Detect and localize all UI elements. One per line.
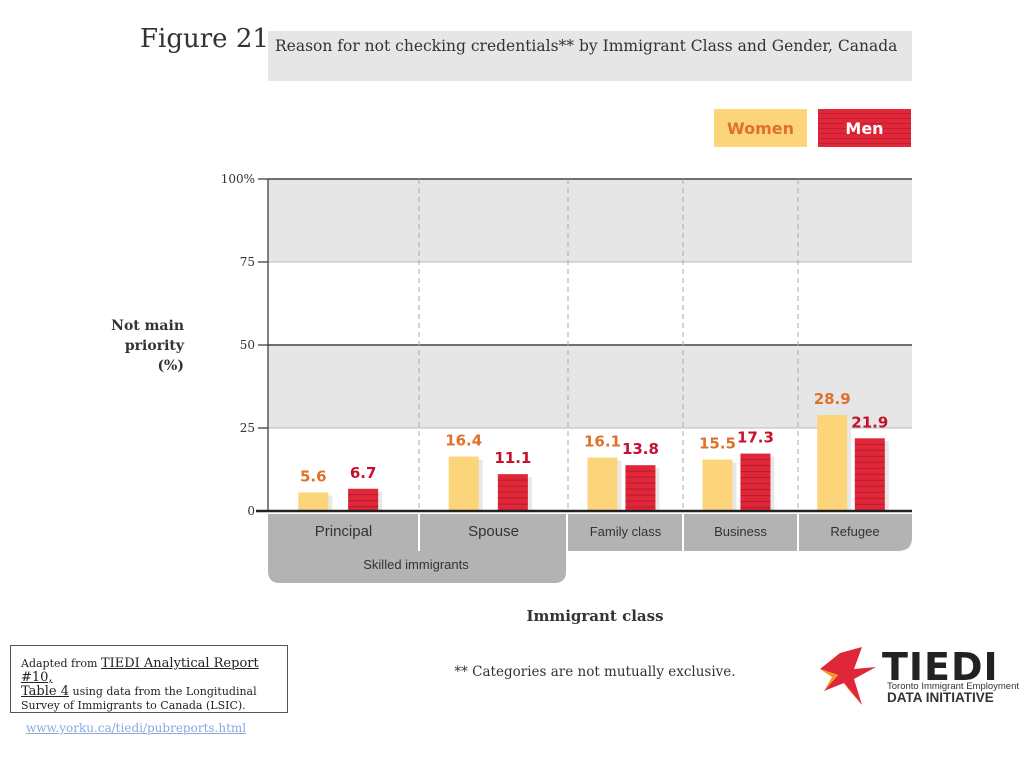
logo-tagline-1: Toronto Immigrant Employment [887, 681, 1019, 692]
category-label: Family class [590, 524, 662, 539]
footnote: ** Categories are not mutually exclusive… [454, 664, 736, 680]
grid-band-25-50 [268, 345, 912, 428]
bar-women [817, 415, 848, 511]
group-box-skilled [268, 514, 566, 583]
source-prefix: Adapted from [21, 657, 101, 670]
category-label: Refugee [830, 524, 879, 539]
bar-women [702, 459, 733, 511]
y-axis-title-line-1: Not main [111, 318, 184, 334]
grid-band-75-100 [268, 179, 912, 262]
logo-wordmark: TIEDI [882, 645, 999, 689]
x-axis-title: Immigrant class [526, 607, 664, 625]
logo-tagline-2: DATA INITIATIVE [887, 690, 994, 705]
value-label-women: 16.4 [445, 432, 482, 450]
source-note: Adapted from TIEDI Analytical Report #10… [10, 645, 288, 713]
group-label-skilled: Skilled immigrants [363, 557, 469, 572]
value-label-women: 28.9 [814, 390, 851, 408]
value-label-women: 15.5 [699, 435, 736, 453]
report-link[interactable]: TIEDI Analytical Report #10, [21, 656, 259, 685]
category-box-others [568, 514, 912, 551]
bar-women [587, 457, 618, 511]
legend-men: Men [818, 109, 911, 147]
value-label-men: 21.9 [851, 413, 888, 431]
bar-chart: 0 25 50 75 100% 5.6 6.7 16.4 11.1 16.1 13.8 15.5 17.… [221, 172, 912, 583]
bar-women [448, 456, 479, 511]
y-tick-label: 100% [221, 172, 255, 186]
y-tick-label: 50 [240, 338, 255, 352]
y-axis-title-line-2: priority [124, 338, 184, 354]
bar-women [298, 492, 329, 511]
tiedi-logo-mark-icon [820, 647, 876, 705]
value-label-men: 11.1 [494, 449, 531, 467]
website-link[interactable]: www.yorku.ca/tiedi/pubreports.html [26, 721, 247, 735]
bar-men [625, 465, 656, 511]
figure-number: Figure 21: [140, 24, 278, 54]
y-tick-label: 0 [247, 504, 255, 518]
tiedi-logo: TIEDI Toronto Immigrant Employment DATA … [818, 645, 1019, 707]
legend-women: Women [714, 109, 807, 147]
category-label: Spouse [468, 523, 519, 540]
value-label-women: 5.6 [300, 467, 327, 485]
figure-title-box: Reason for not checking credentials** by… [268, 31, 912, 81]
y-tick-label: 75 [240, 255, 255, 269]
value-label-men: 13.8 [622, 440, 659, 458]
figure-title: Reason for not checking credentials** by… [275, 37, 898, 55]
source-rest: using data from the Longitudinal Survey … [21, 685, 257, 712]
y-tick-label: 25 [240, 421, 255, 435]
category-label: Principal [315, 523, 373, 540]
y-axis-title-line-3: (%) [157, 358, 184, 374]
bar-men [348, 488, 379, 511]
value-label-men: 17.3 [737, 429, 774, 447]
y-axis-title: Not main priority (%) [88, 316, 184, 376]
table-link[interactable]: Table 4 [21, 684, 69, 699]
category-label: Business [714, 524, 767, 539]
value-label-women: 16.1 [584, 433, 621, 451]
value-label-men: 6.7 [350, 464, 377, 482]
bar-men [740, 453, 771, 511]
